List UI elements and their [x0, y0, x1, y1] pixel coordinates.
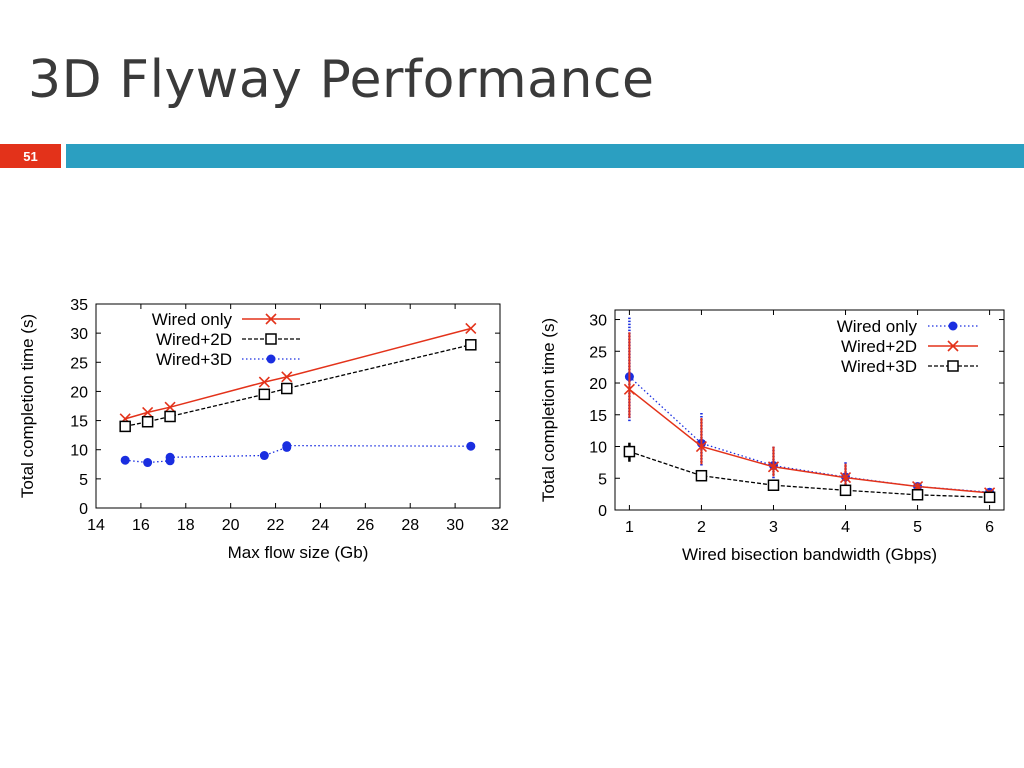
y-tick-label: 20	[70, 384, 88, 401]
data-point	[141, 415, 154, 428]
y-tick-label: 15	[70, 414, 88, 431]
x-tick-label: 24	[312, 517, 330, 534]
legend-label: Wired only	[837, 317, 918, 336]
data-point-stroke-b	[695, 440, 708, 453]
y-tick-label: 10	[70, 443, 88, 460]
data-point	[466, 441, 476, 451]
y-tick-label: 10	[589, 440, 607, 457]
data-point	[767, 461, 780, 473]
data-point-stroke-b	[164, 401, 176, 413]
data-point	[465, 339, 477, 351]
series-line	[628, 388, 990, 494]
data-point-stroke-b	[281, 371, 293, 383]
x-tick-label: 30	[446, 517, 464, 534]
series-line	[125, 444, 471, 464]
data-point	[282, 441, 292, 451]
data-point	[258, 376, 270, 388]
legend-marker	[265, 333, 277, 345]
y-tick-label: 0	[79, 501, 88, 518]
y-axis-label: Total completion time (s)	[539, 318, 558, 502]
data-point	[839, 472, 852, 484]
x-axis-label: Wired bisection bandwidth (Gbps)	[682, 545, 937, 564]
legend-label: Wired+3D	[156, 350, 232, 369]
chart-completion-vs-flow-size: 14 16 18 20 22 24 26 28 30 32 0 5 10 15 20 25 30 35 Max fl…	[18, 297, 509, 562]
x-tick-label: 2	[697, 519, 706, 536]
data-point	[164, 410, 176, 423]
data-point	[143, 458, 153, 468]
data-point	[258, 388, 271, 401]
y-tick-label: 35	[70, 297, 88, 314]
data-point	[281, 382, 293, 395]
legend-label: Wired+3D	[841, 357, 917, 376]
data-point	[120, 455, 130, 465]
data-point	[142, 406, 154, 418]
legend-marker	[947, 360, 959, 372]
data-point-stroke-b	[465, 322, 477, 335]
y-tick-label: 30	[70, 326, 88, 343]
data-point	[165, 452, 175, 462]
data-point	[695, 469, 708, 482]
y-tick-label: 25	[589, 344, 607, 361]
series-line	[628, 376, 990, 493]
data-point-stroke-b	[839, 472, 852, 484]
y-tick-label: 25	[70, 355, 88, 372]
chart-completion-vs-bandwidth: 1 2 3 4 5 6 0 5 10 15 20 25 30 Wired bisection bandwi…	[539, 309, 1005, 564]
x-tick-label: 20	[222, 517, 240, 534]
slide-number-badge: 51	[0, 144, 61, 168]
data-point	[465, 322, 477, 335]
legend-marker-stroke-b	[947, 340, 959, 352]
data-point-stroke-b	[258, 376, 270, 388]
x-tick-label: 18	[177, 517, 195, 534]
legend-label: Wired+2D	[841, 337, 917, 356]
x-tick-label: 5	[913, 519, 922, 536]
data-point	[839, 484, 852, 497]
y-axis-label: Total completion time (s)	[18, 314, 37, 498]
legend-marker	[265, 313, 277, 325]
series-line	[629, 450, 990, 498]
y-tick-label: 30	[589, 313, 607, 330]
x-tick-label: 14	[87, 517, 105, 534]
data-point	[623, 445, 636, 458]
plot-frame	[614, 309, 1005, 511]
y-tick-label: 5	[598, 471, 607, 488]
y-tick-label: 20	[589, 376, 607, 393]
plot-frame	[95, 303, 501, 509]
y-tick-label: 5	[79, 472, 88, 489]
y-tick-label: 15	[589, 408, 607, 425]
data-point-stroke-b	[142, 406, 154, 418]
slide-number: 51	[23, 148, 38, 164]
x-tick-label: 28	[401, 517, 419, 534]
data-point	[119, 420, 131, 433]
legend-marker-stroke-b	[265, 313, 277, 325]
legend-marker	[266, 354, 276, 364]
data-point	[911, 489, 924, 501]
legend-label: Wired+2D	[156, 330, 232, 349]
data-point	[695, 440, 708, 453]
data-point	[767, 479, 780, 491]
series-line	[124, 327, 471, 420]
data-point-stroke-b	[623, 383, 635, 395]
x-tick-label: 4	[841, 519, 850, 536]
x-tick-label: 26	[356, 517, 374, 534]
x-tick-label: 6	[985, 519, 994, 536]
data-point-stroke-b	[767, 461, 780, 473]
data-point	[983, 491, 996, 504]
y-tick-label: 0	[598, 503, 607, 520]
legend-marker	[947, 340, 959, 352]
x-tick-label: 1	[625, 519, 634, 536]
data-point	[259, 451, 269, 461]
data-point	[164, 401, 176, 413]
header-accent-bar	[66, 144, 1024, 168]
legend-marker	[948, 321, 958, 331]
data-point	[623, 383, 635, 395]
x-tick-label: 3	[769, 519, 778, 536]
x-tick-label: 16	[132, 517, 150, 534]
x-axis-label: Max flow size (Gb)	[228, 543, 369, 562]
x-tick-label: 32	[491, 517, 509, 534]
slide-title: 3D Flyway Performance	[28, 50, 655, 110]
legend-label: Wired only	[152, 310, 233, 329]
data-point	[281, 371, 293, 383]
x-tick-label: 22	[267, 517, 285, 534]
